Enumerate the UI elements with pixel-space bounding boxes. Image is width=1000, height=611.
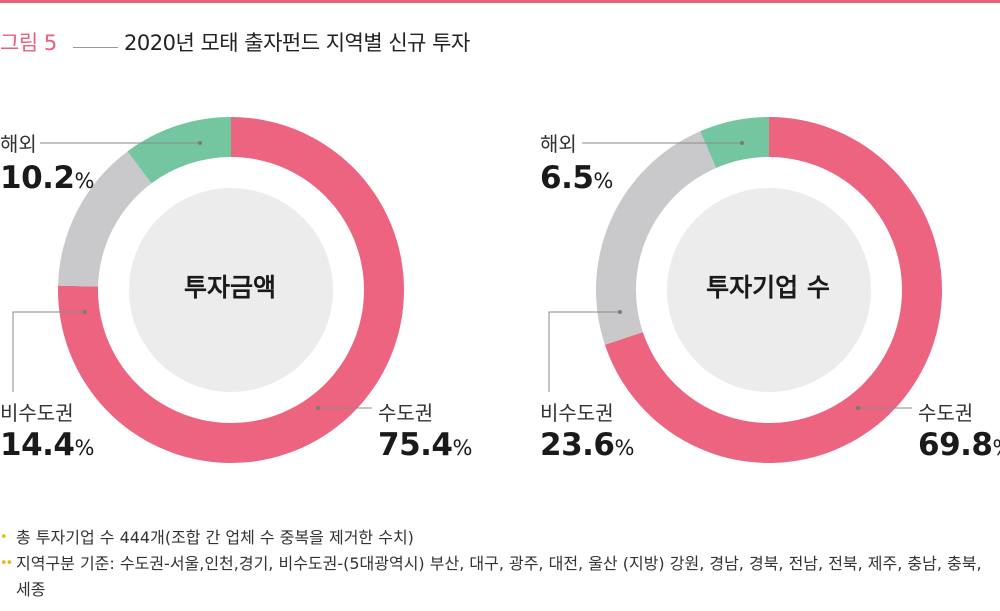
footnotes: • 총 투자기업 수 444개(조합 간 업체 수 중복을 제거한 수치) ••… [0, 525, 1000, 603]
footnote-2-text: 지역구분 기준: 수도권-서울,인천,경기, 비수도권-(5대광역시) 부산, … [16, 554, 982, 599]
chart2-value-overseas: 6.5% [540, 160, 613, 196]
slice-non-capital [58, 151, 152, 287]
leader-dot-non-capital [618, 310, 622, 314]
leader-dot-capital [856, 406, 860, 410]
footnote-2-marker: •• [0, 556, 13, 571]
chart2-label-non-capital: 비수도권 [540, 401, 614, 425]
chart2-label-capital: 수도권 [918, 401, 974, 425]
leader-dot-non-capital [83, 310, 87, 314]
donut-chart-investment-amount [12, 117, 404, 464]
slice-non-capital [596, 131, 717, 345]
donut-chart-company-count [548, 117, 942, 463]
chart2-center-label: 투자기업 수 [706, 273, 830, 302]
chart1-center-label: 투자금액 [183, 273, 276, 302]
leader-line-non-capital [12, 311, 85, 392]
leader-dot-overseas [740, 141, 744, 145]
chart1-label-non-capital: 비수도권 [0, 401, 74, 425]
donut-center-disc [667, 188, 871, 392]
slice-overseas [700, 117, 769, 168]
chart2-value-non-capital: 23.6% [540, 427, 634, 463]
footnote-1-marker: • [0, 530, 8, 545]
figure-title: 2020년 모태 출자펀드 지역별 신규 투자 [124, 31, 470, 55]
chart1-label-capital: 수도권 [378, 401, 434, 425]
figure-label-rule [73, 47, 118, 48]
footnote-1: • 총 투자기업 수 444개(조합 간 업체 수 중복을 제거한 수치) [0, 525, 1000, 551]
chart1-value-non-capital: 14.4% [0, 427, 94, 463]
footnote-2: •• 지역구분 기준: 수도권-서울,인천,경기, 비수도권-(5대광역시) 부… [0, 551, 1000, 603]
leader-dot-capital [316, 406, 320, 410]
donut-center-disc [129, 188, 333, 392]
footnote-1-text: 총 투자기업 수 444개(조합 간 업체 수 중복을 제거한 수치) [16, 528, 414, 547]
leader-dot-overseas [198, 141, 202, 145]
top-accent-line [0, 0, 1000, 3]
chart2-value-capital: 69.8% [918, 427, 1000, 463]
leader-line-non-capital [548, 311, 620, 392]
chart1-value-overseas: 10.2% [0, 160, 94, 196]
chart1-label-overseas: 해외 [0, 132, 37, 156]
chart2-label-overseas: 해외 [540, 132, 577, 156]
slice-overseas [127, 117, 231, 184]
chart1-value-capital: 75.4% [378, 427, 472, 463]
figure-label: 그림 5 [0, 31, 57, 55]
